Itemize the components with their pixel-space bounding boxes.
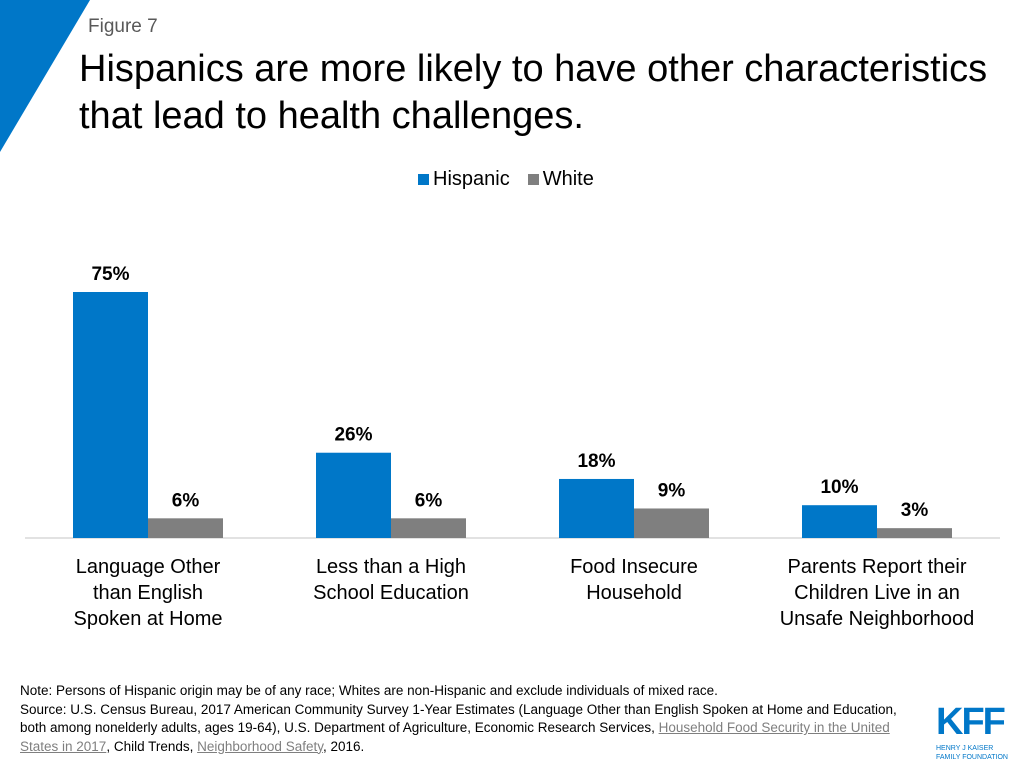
category-label: Children Live in an xyxy=(794,582,960,604)
bar-white xyxy=(148,518,223,538)
bar-hispanic xyxy=(802,505,877,538)
category-label: Unsafe Neighborhood xyxy=(780,608,975,630)
bar-chart: 75% 6% Language Other than English Spoken at… xyxy=(25,264,1000,630)
logo-sub2: FAMILY FOUNDATION xyxy=(936,754,1008,761)
legend-white: White xyxy=(527,168,594,191)
figure-label: Figure 7 xyxy=(88,16,158,37)
legend: Hispanic White xyxy=(418,168,594,191)
logo-text: KFF xyxy=(936,701,1006,743)
category-label: Language Other xyxy=(76,556,221,578)
data-label: 6% xyxy=(415,490,443,511)
note-text: Note: Persons of Hispanic origin may be … xyxy=(20,683,718,698)
link-household-food-security[interactable]: Household Food Security in the United St… xyxy=(20,720,890,754)
footnote: Note: Persons of Hispanic origin may be … xyxy=(20,682,925,756)
data-label: 75% xyxy=(91,264,129,285)
category-label: Food Insecure xyxy=(570,556,698,578)
source-suffix: , 2016. xyxy=(322,738,365,754)
page-title: Hispanics are more likely to have other … xyxy=(79,48,988,137)
legend-label: White xyxy=(542,168,594,190)
bar-hispanic xyxy=(559,478,634,538)
data-label: 26% xyxy=(334,425,372,446)
bar-hispanic xyxy=(316,452,391,538)
category-label: Household xyxy=(586,582,682,604)
category-label: Less than a High xyxy=(316,556,466,578)
category-label: than English xyxy=(93,582,203,604)
logo-sub1: HENRY J KAISER xyxy=(936,745,994,752)
legend-label: Hispanic xyxy=(433,168,510,190)
data-label: 6% xyxy=(172,490,200,511)
data-label: 9% xyxy=(658,480,686,501)
kff-logo: KFF HENRY J KAISER FAMILY FOUNDATION xyxy=(936,700,1020,762)
link-neighborhood-safety[interactable]: Neighborhood Safety xyxy=(197,738,323,754)
source-prefix: Source: U.S. Census Bureau, 2017 America… xyxy=(20,701,897,736)
category-label: School Education xyxy=(313,582,469,604)
legend-hispanic: Hispanic xyxy=(418,168,510,191)
bar-white xyxy=(391,518,466,538)
legend-swatch-white xyxy=(527,174,539,185)
category-label: Spoken at Home xyxy=(74,608,223,630)
bar-white xyxy=(877,528,952,538)
data-label: 10% xyxy=(820,477,858,498)
bar-white xyxy=(634,508,709,538)
category-label: Parents Report their xyxy=(788,556,967,578)
data-label: 3% xyxy=(901,500,929,521)
data-label: 18% xyxy=(577,451,615,472)
decorative-triangle xyxy=(0,0,90,152)
source-text: Source: U.S. Census Bureau, 2017 America… xyxy=(20,701,925,757)
source-mid: , Child Trends, xyxy=(106,738,198,754)
legend-swatch-hispanic xyxy=(418,174,429,185)
bar-hispanic xyxy=(73,292,148,538)
